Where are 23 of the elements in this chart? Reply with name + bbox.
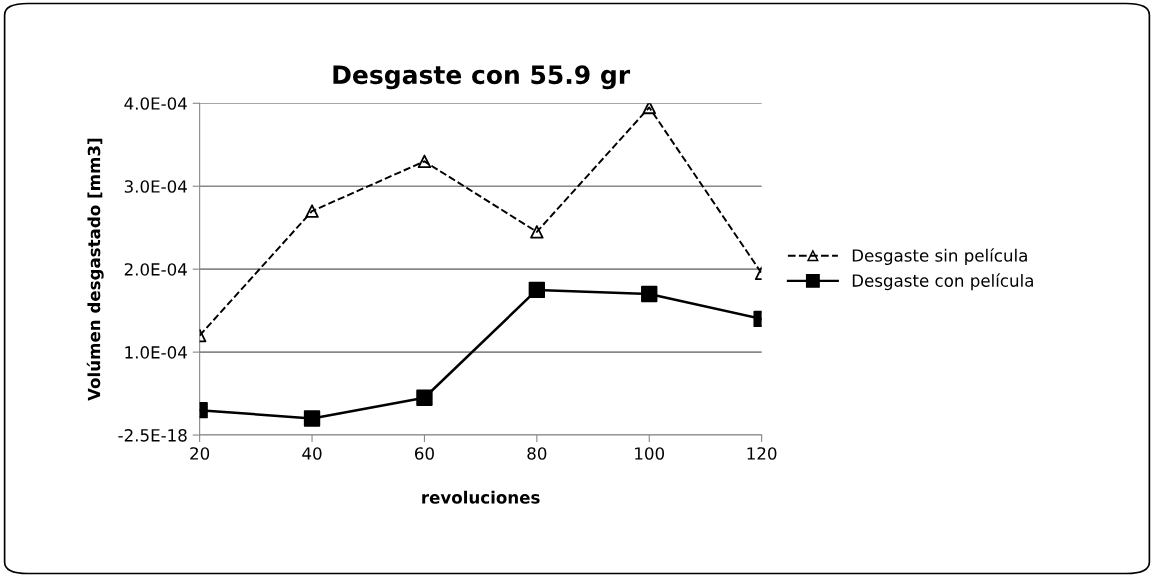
x-axis-title: revoluciones xyxy=(422,490,540,504)
y-tick-label: 2.0E-04 xyxy=(124,263,187,276)
point xyxy=(530,225,544,239)
x-tick-label: 20 xyxy=(190,447,210,460)
point xyxy=(417,154,432,169)
x-tick-label: 80 xyxy=(527,447,547,460)
x-tick-label: 120 xyxy=(747,447,777,460)
point xyxy=(416,389,433,406)
x-tick-label: 100 xyxy=(635,447,665,460)
y-axis-title: Volúmen desgastado [mm3] xyxy=(86,138,104,401)
y-tick-label: 3.0E-04 xyxy=(124,180,187,193)
x-tick-label: 40 xyxy=(302,447,322,460)
chart-title: Desgaste con 55.9 gr xyxy=(333,65,631,90)
point xyxy=(642,103,656,115)
legend-label: Desgaste con película xyxy=(852,273,1033,291)
point xyxy=(528,281,546,299)
legend-label: Desgaste sin película xyxy=(852,248,1027,265)
y-tick-label: 1.0E-04 xyxy=(125,346,187,359)
y-tick-label: -2.5E-18 xyxy=(118,429,187,442)
point xyxy=(303,410,321,427)
y-tick-label: 4.0E-04 xyxy=(124,97,187,110)
x-tick-label: 60 xyxy=(415,447,434,460)
point xyxy=(305,204,319,218)
